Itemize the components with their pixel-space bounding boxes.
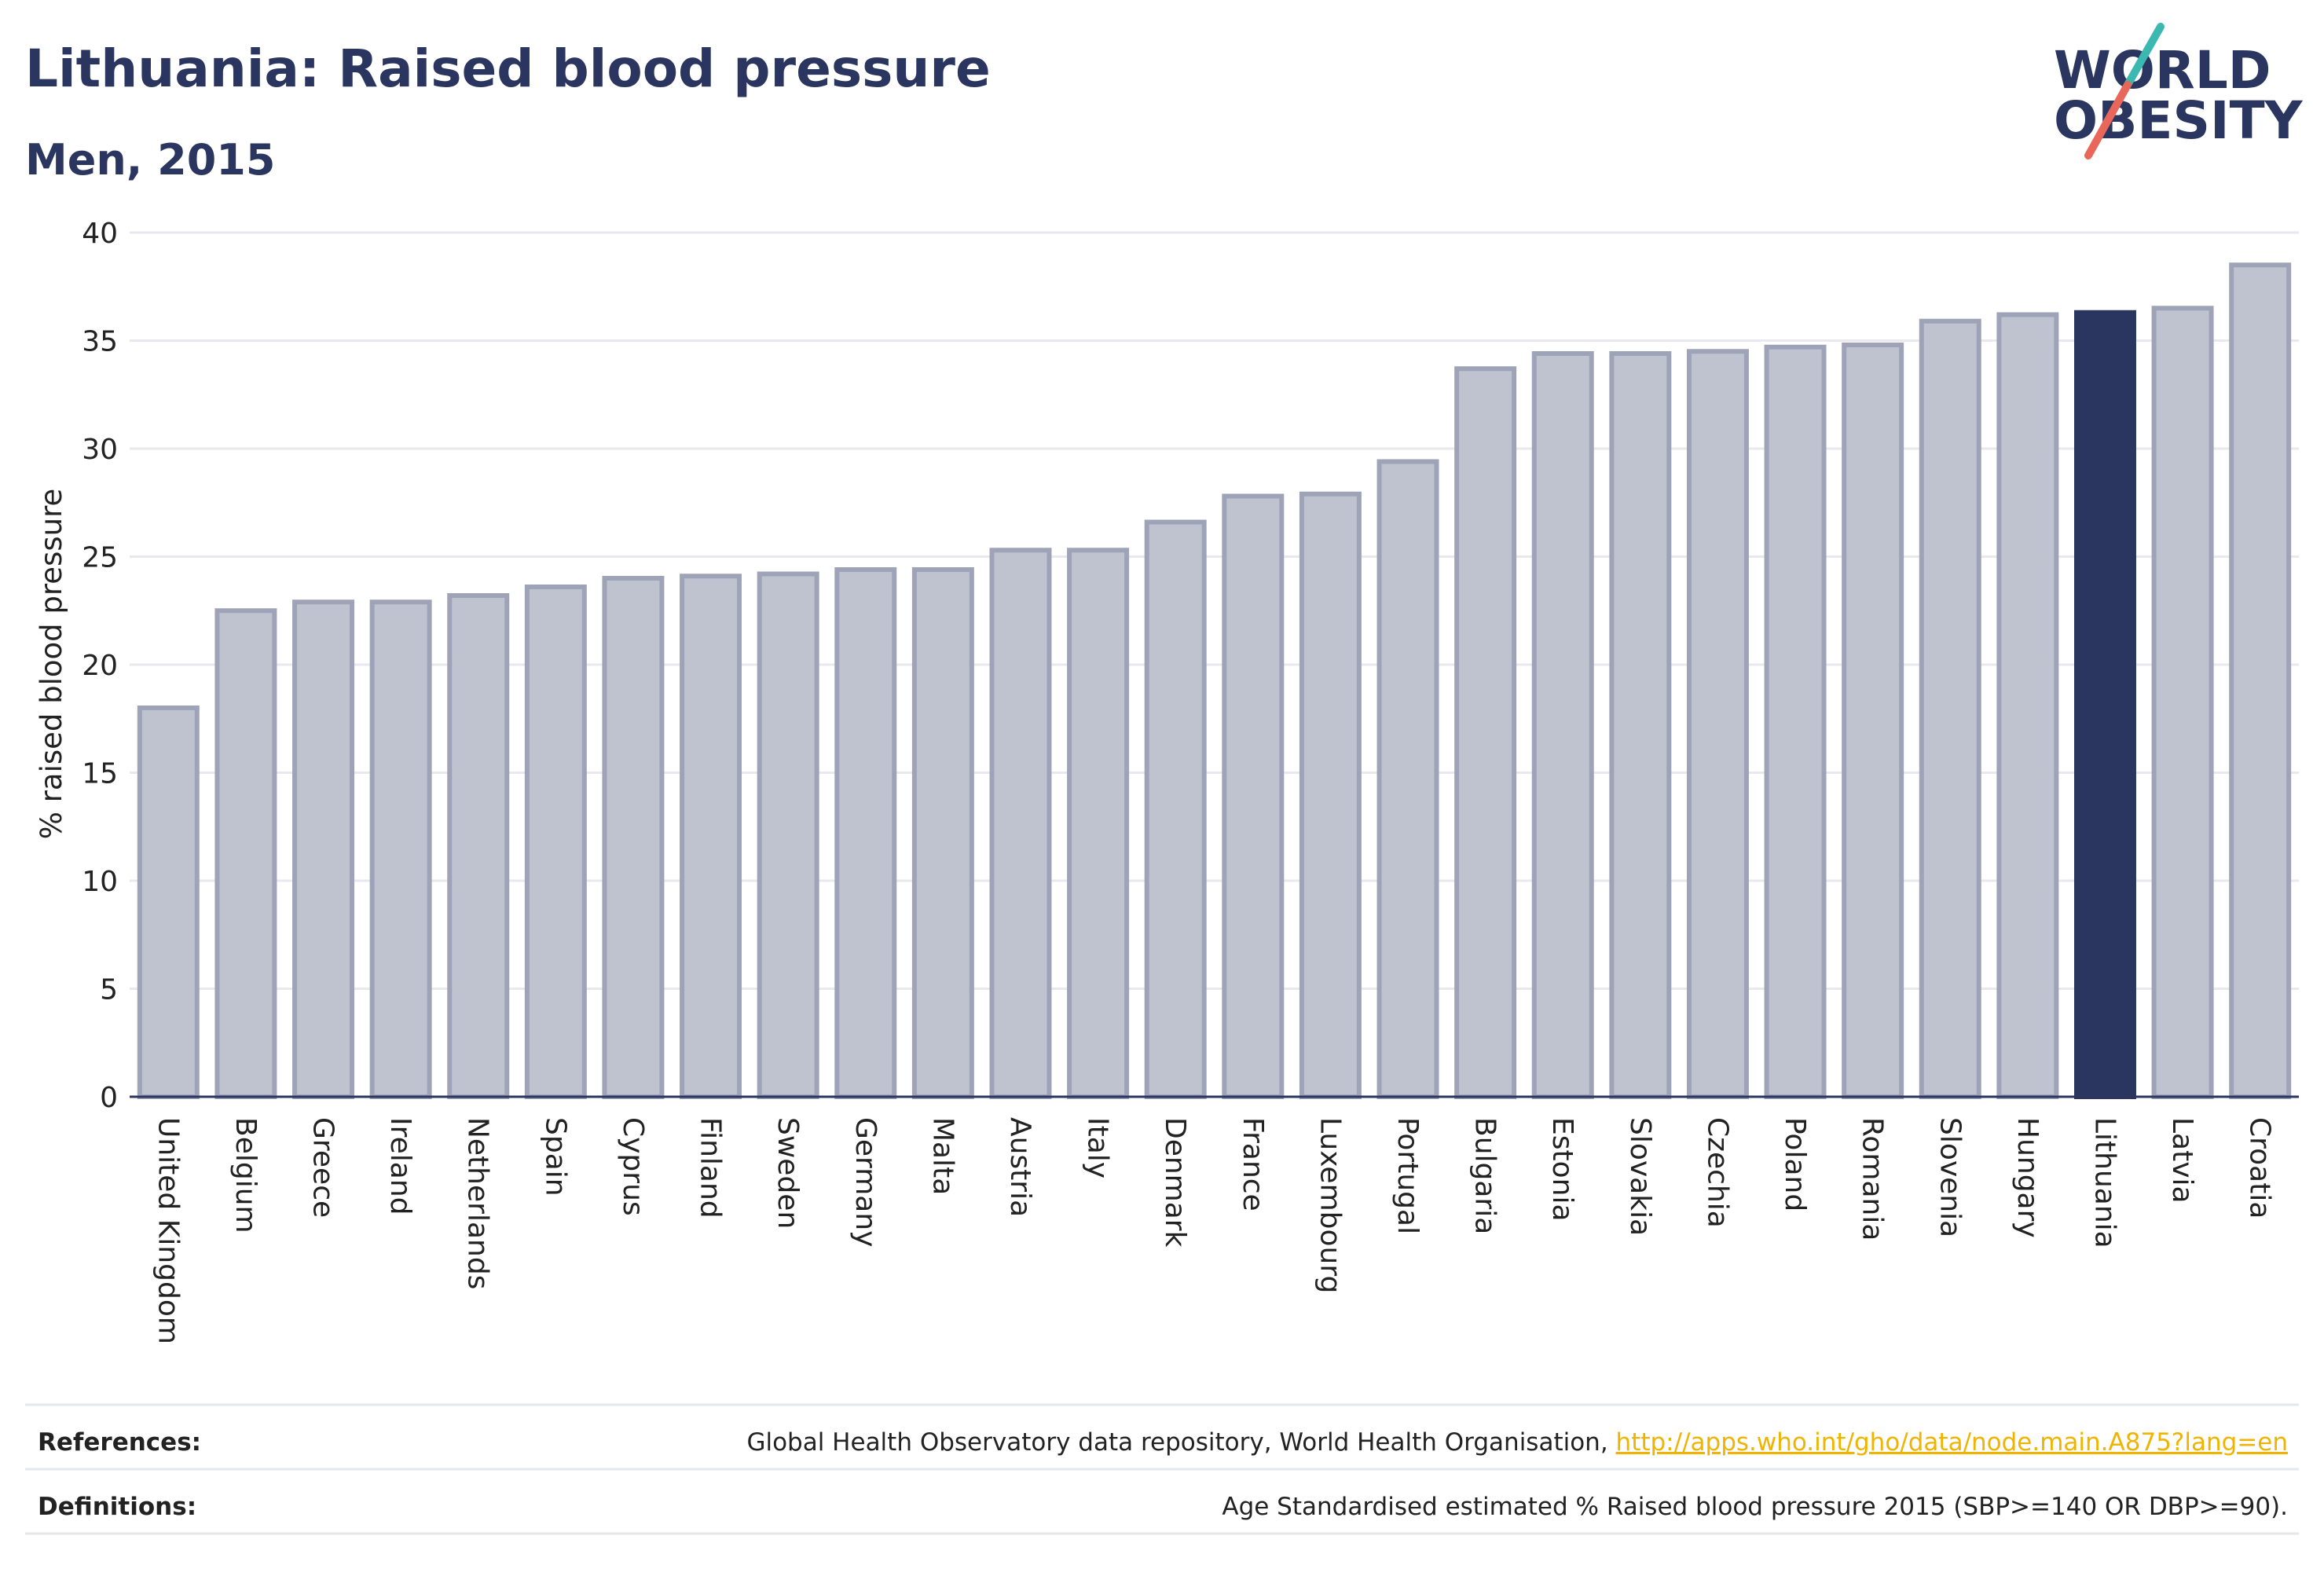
x-tick-label: Poland <box>1779 1117 1811 1211</box>
definitions-label: Definitions: <box>38 1493 196 1521</box>
bar <box>989 548 1052 1099</box>
logo-line2: OBESITY <box>2054 90 2304 151</box>
bar <box>602 576 665 1099</box>
y-tick-label: 30 <box>82 434 118 466</box>
bar <box>1919 318 1981 1099</box>
x-tick-label: Lithuania <box>2088 1117 2121 1248</box>
x-tick-label: Croatia <box>2244 1117 2276 1219</box>
bar <box>2151 306 2214 1099</box>
bar <box>214 608 277 1099</box>
x-tick-label: Slovakia <box>1624 1117 1656 1236</box>
x-axis-labels: United Kingdom Belgium Greece Ireland Nether… <box>152 1117 2275 1344</box>
bar <box>1531 351 1594 1099</box>
x-tick-label: Portugal <box>1391 1117 1424 1234</box>
bar <box>2229 262 2292 1099</box>
bar <box>1764 344 1827 1099</box>
bars <box>137 262 2292 1099</box>
logo-slash-bottom <box>2084 81 2132 159</box>
bar <box>137 706 200 1099</box>
bar <box>524 585 587 1099</box>
chart-title: Lithuania: Raised blood pressure <box>25 38 991 99</box>
x-tick-label: Austria <box>1004 1117 1036 1217</box>
y-tick-label: 0 <box>100 1082 118 1114</box>
bar <box>1144 519 1207 1099</box>
bar <box>1996 312 2059 1099</box>
x-tick-label: Denmark <box>1159 1117 1191 1248</box>
x-tick-label: France <box>1237 1117 1269 1211</box>
references-label: References: <box>38 1428 201 1457</box>
references-text: Global Health Observatory data repositor… <box>746 1428 1615 1457</box>
x-tick-label: Estonia <box>1546 1117 1578 1222</box>
logo-slash-top <box>2124 23 2165 89</box>
bar-highlight <box>2073 310 2136 1099</box>
x-tick-label: Bulgaria <box>1469 1117 1501 1234</box>
x-tick-label: Sweden <box>772 1117 804 1229</box>
bar <box>292 599 355 1099</box>
x-tick-label: Malta <box>926 1117 959 1195</box>
x-tick-label: Cyprus <box>617 1117 649 1216</box>
x-tick-label: Hungary <box>2011 1117 2044 1238</box>
x-tick-label: Latvia <box>2166 1117 2198 1204</box>
bar <box>1686 349 1749 1099</box>
x-tick-label: Greece <box>307 1117 339 1218</box>
y-tick-label: 5 <box>100 974 118 1006</box>
bar <box>911 567 974 1099</box>
bar <box>834 567 897 1099</box>
y-tick-label: 25 <box>82 542 118 574</box>
x-tick-label: United Kingdom <box>152 1117 184 1344</box>
x-tick-label: Romania <box>1857 1117 1889 1241</box>
bar <box>1067 548 1130 1099</box>
references-link[interactable]: http://apps.who.int/gho/data/node.main.A… <box>1616 1428 2288 1457</box>
x-tick-label: Ireland <box>384 1117 416 1215</box>
bar <box>1299 491 1362 1099</box>
x-tick-label: Germany <box>849 1117 882 1247</box>
x-tick-label: Slovenia <box>1934 1117 1966 1237</box>
x-tick-label: Czechia <box>1701 1117 1733 1228</box>
chart-subtitle: Men, 2015 <box>25 135 275 185</box>
y-tick-label: 15 <box>82 758 118 790</box>
y-tick-label: 35 <box>82 326 118 358</box>
y-axis-ticks: 0 5 10 15 20 25 30 35 40 <box>82 218 118 1114</box>
x-tick-label: Belgium <box>229 1117 262 1233</box>
x-tick-label: Spain <box>539 1117 571 1197</box>
bar <box>1222 493 1285 1099</box>
x-tick-label: Netherlands <box>462 1117 494 1289</box>
x-tick-label: Luxembourg <box>1314 1117 1346 1293</box>
bar <box>1376 459 1439 1099</box>
y-axis-title: % raised blood pressure <box>35 489 68 839</box>
x-tick-label: Finland <box>695 1117 727 1219</box>
world-obesity-logo: WORLD OBESITY <box>2054 23 2304 159</box>
y-tick-label: 20 <box>82 650 118 682</box>
bar <box>680 574 742 1099</box>
y-tick-label: 40 <box>82 218 118 250</box>
bar <box>757 571 819 1099</box>
bar <box>447 593 510 1099</box>
logo-line1: WORLD <box>2054 40 2271 101</box>
bar <box>1842 343 1904 1099</box>
definitions-text: Age Standardised estimated % Raised bloo… <box>1222 1493 2288 1521</box>
bar <box>1454 366 1517 1099</box>
y-tick-label: 10 <box>82 866 118 898</box>
bar <box>369 599 432 1099</box>
references-line: Global Health Observatory data repositor… <box>746 1428 2288 1457</box>
bar <box>1609 351 1672 1099</box>
x-tick-label: Italy <box>1082 1117 1114 1178</box>
